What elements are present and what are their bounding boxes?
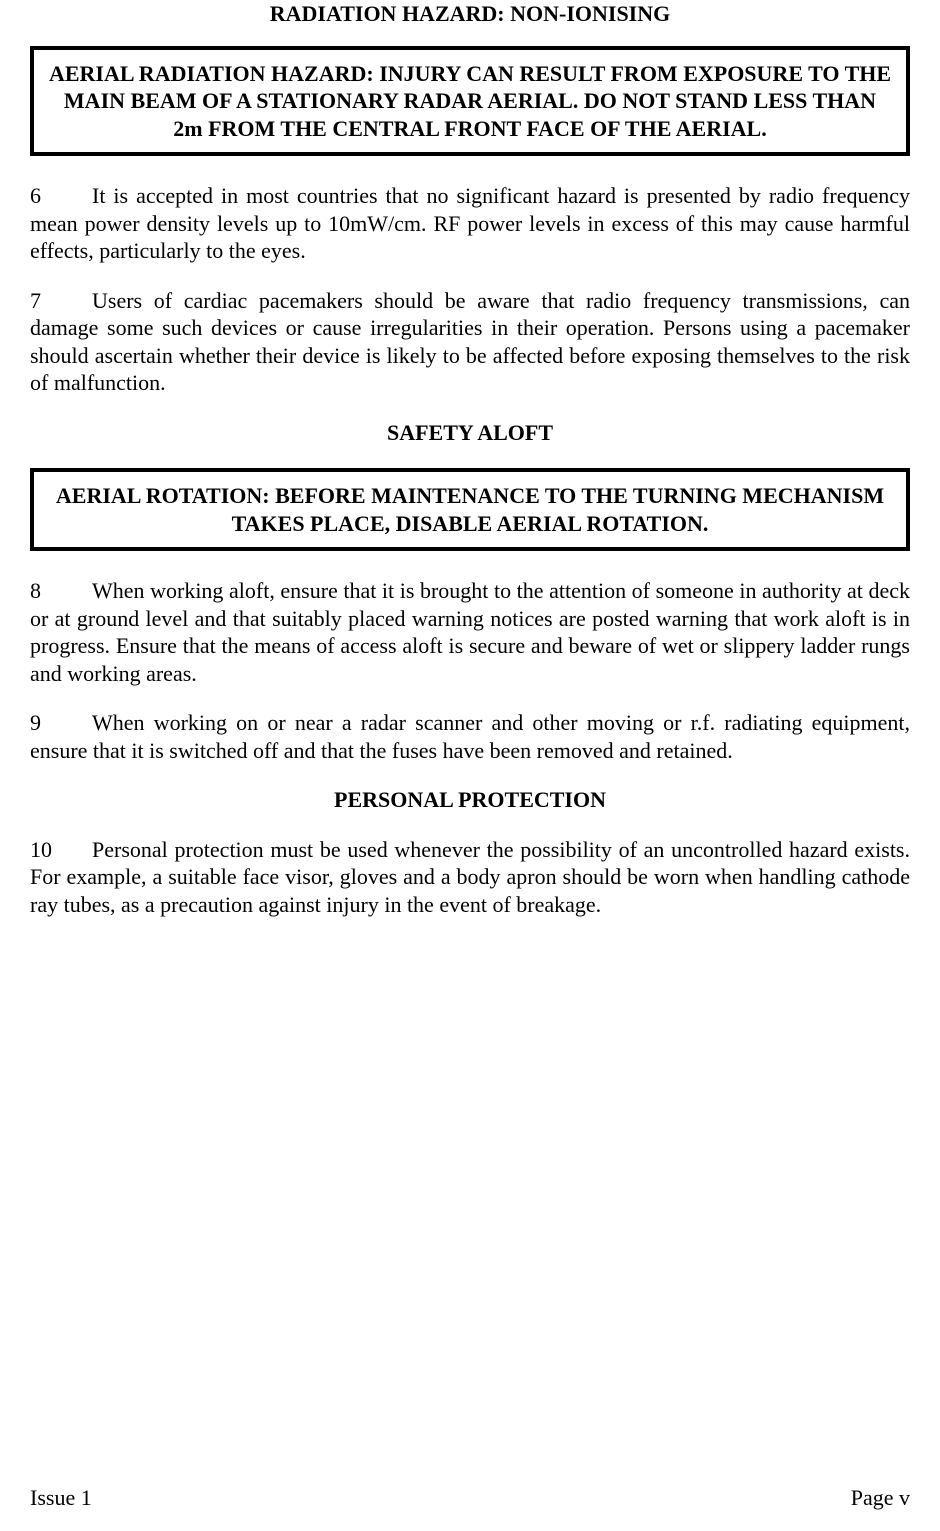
paragraph-text: Users of cardiac pacemakers should be aw…	[30, 288, 910, 396]
footer-issue: Issue 1	[30, 1484, 92, 1512]
paragraph-number: 6	[30, 182, 92, 210]
section-title-personal-protection: PERSONAL PROTECTION	[30, 786, 910, 814]
page-footer: Issue 1 Page v	[30, 1484, 910, 1512]
paragraph-9: 9When working on or near a radar scanner…	[30, 709, 910, 764]
paragraph-6: 6It is accepted in most countries that n…	[30, 182, 910, 265]
footer-page-number: Page v	[851, 1484, 910, 1512]
section-title-safety-aloft: SAFETY ALOFT	[30, 419, 910, 447]
paragraph-8: 8When working aloft, ensure that it is b…	[30, 577, 910, 687]
page-title: RADIATION HAZARD: NON-IONISING	[30, 0, 910, 28]
paragraph-text: When working aloft, ensure that it is br…	[30, 578, 910, 686]
paragraph-7: 7Users of cardiac pacemakers should be a…	[30, 287, 910, 397]
paragraph-text: When working on or near a radar scanner …	[30, 710, 910, 763]
paragraph-number: 9	[30, 709, 92, 737]
paragraph-10: 10Personal protection must be used whene…	[30, 836, 910, 919]
paragraph-text: Personal protection must be used wheneve…	[30, 837, 910, 917]
paragraph-number: 7	[30, 287, 92, 315]
warning-radiation-hazard: AERIAL RADIATION HAZARD: INJURY CAN RESU…	[30, 46, 910, 157]
paragraph-number: 10	[30, 836, 92, 864]
paragraph-number: 8	[30, 577, 92, 605]
warning-aerial-rotation: AERIAL ROTATION: BEFORE MAINTENANCE TO T…	[30, 468, 910, 551]
paragraph-text: It is accepted in most countries that no…	[30, 183, 910, 263]
